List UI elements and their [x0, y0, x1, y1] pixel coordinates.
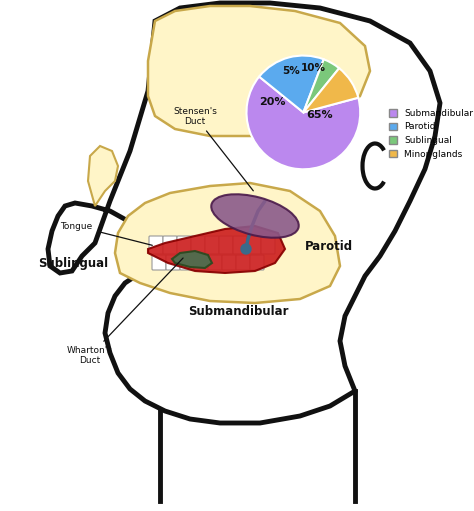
FancyBboxPatch shape	[194, 255, 208, 270]
Circle shape	[241, 244, 251, 254]
Polygon shape	[48, 3, 440, 423]
FancyBboxPatch shape	[177, 236, 191, 254]
Text: Stensen's
Duct: Stensen's Duct	[173, 107, 253, 191]
Text: Wharton's
Duct: Wharton's Duct	[67, 258, 183, 365]
Text: 5%: 5%	[282, 66, 300, 77]
FancyBboxPatch shape	[149, 236, 163, 254]
Text: Submandibular: Submandibular	[188, 305, 289, 317]
Polygon shape	[172, 251, 212, 268]
Wedge shape	[246, 77, 360, 169]
Text: 10%: 10%	[301, 63, 326, 73]
FancyBboxPatch shape	[166, 255, 180, 270]
FancyBboxPatch shape	[208, 255, 222, 270]
FancyBboxPatch shape	[261, 236, 275, 254]
Wedge shape	[259, 56, 324, 112]
FancyBboxPatch shape	[152, 255, 166, 270]
Text: 65%: 65%	[306, 110, 333, 120]
FancyBboxPatch shape	[180, 255, 194, 270]
Text: 20%: 20%	[259, 97, 285, 107]
Text: Parotid: Parotid	[305, 240, 353, 252]
FancyBboxPatch shape	[247, 236, 261, 254]
Polygon shape	[148, 6, 370, 136]
Ellipse shape	[211, 194, 299, 238]
Wedge shape	[303, 68, 358, 112]
Legend: Submandibular, Parotid, Sublingual, Minor glands: Submandibular, Parotid, Sublingual, Mino…	[386, 106, 474, 161]
FancyBboxPatch shape	[163, 236, 177, 254]
Polygon shape	[115, 183, 340, 303]
FancyBboxPatch shape	[222, 255, 236, 270]
FancyBboxPatch shape	[236, 255, 250, 270]
Wedge shape	[303, 59, 339, 112]
FancyBboxPatch shape	[191, 236, 205, 254]
FancyBboxPatch shape	[233, 236, 247, 254]
FancyBboxPatch shape	[219, 236, 233, 254]
Text: Tongue: Tongue	[60, 221, 152, 245]
Polygon shape	[88, 146, 118, 206]
FancyBboxPatch shape	[205, 236, 219, 254]
Polygon shape	[148, 226, 285, 273]
Text: Sublingual: Sublingual	[38, 257, 108, 269]
FancyBboxPatch shape	[250, 255, 264, 270]
